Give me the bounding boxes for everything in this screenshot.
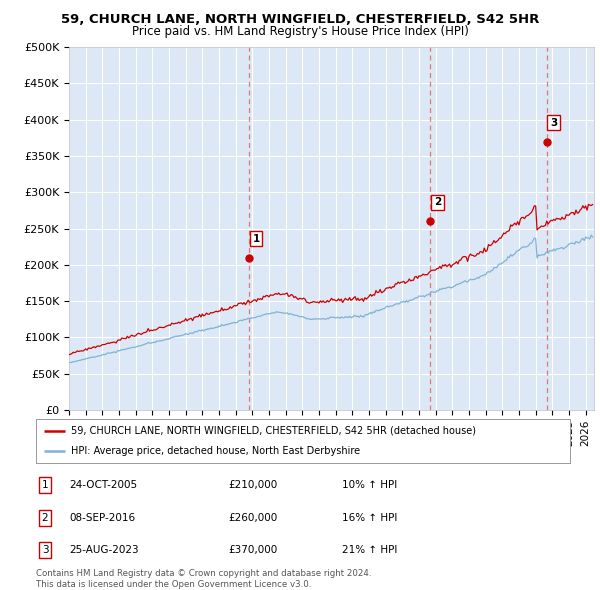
Text: 24-OCT-2005: 24-OCT-2005 [69, 480, 137, 490]
Text: 3: 3 [550, 117, 557, 127]
Text: 1: 1 [253, 234, 260, 244]
Text: 2: 2 [434, 198, 441, 208]
Text: £210,000: £210,000 [228, 480, 277, 490]
Text: Contains HM Land Registry data © Crown copyright and database right 2024.
This d: Contains HM Land Registry data © Crown c… [36, 569, 371, 589]
Text: 08-SEP-2016: 08-SEP-2016 [69, 513, 135, 523]
Text: £260,000: £260,000 [228, 513, 277, 523]
Text: HPI: Average price, detached house, North East Derbyshire: HPI: Average price, detached house, Nort… [71, 446, 360, 456]
Text: 59, CHURCH LANE, NORTH WINGFIELD, CHESTERFIELD, S42 5HR: 59, CHURCH LANE, NORTH WINGFIELD, CHESTE… [61, 13, 539, 26]
Text: £370,000: £370,000 [228, 545, 277, 555]
Text: 21% ↑ HPI: 21% ↑ HPI [342, 545, 397, 555]
Text: 2: 2 [41, 513, 49, 523]
Text: Price paid vs. HM Land Registry's House Price Index (HPI): Price paid vs. HM Land Registry's House … [131, 25, 469, 38]
Text: 25-AUG-2023: 25-AUG-2023 [69, 545, 139, 555]
Text: 10% ↑ HPI: 10% ↑ HPI [342, 480, 397, 490]
Text: 3: 3 [41, 545, 49, 555]
Text: 59, CHURCH LANE, NORTH WINGFIELD, CHESTERFIELD, S42 5HR (detached house): 59, CHURCH LANE, NORTH WINGFIELD, CHESTE… [71, 426, 476, 436]
Text: 1: 1 [41, 480, 49, 490]
Text: 16% ↑ HPI: 16% ↑ HPI [342, 513, 397, 523]
